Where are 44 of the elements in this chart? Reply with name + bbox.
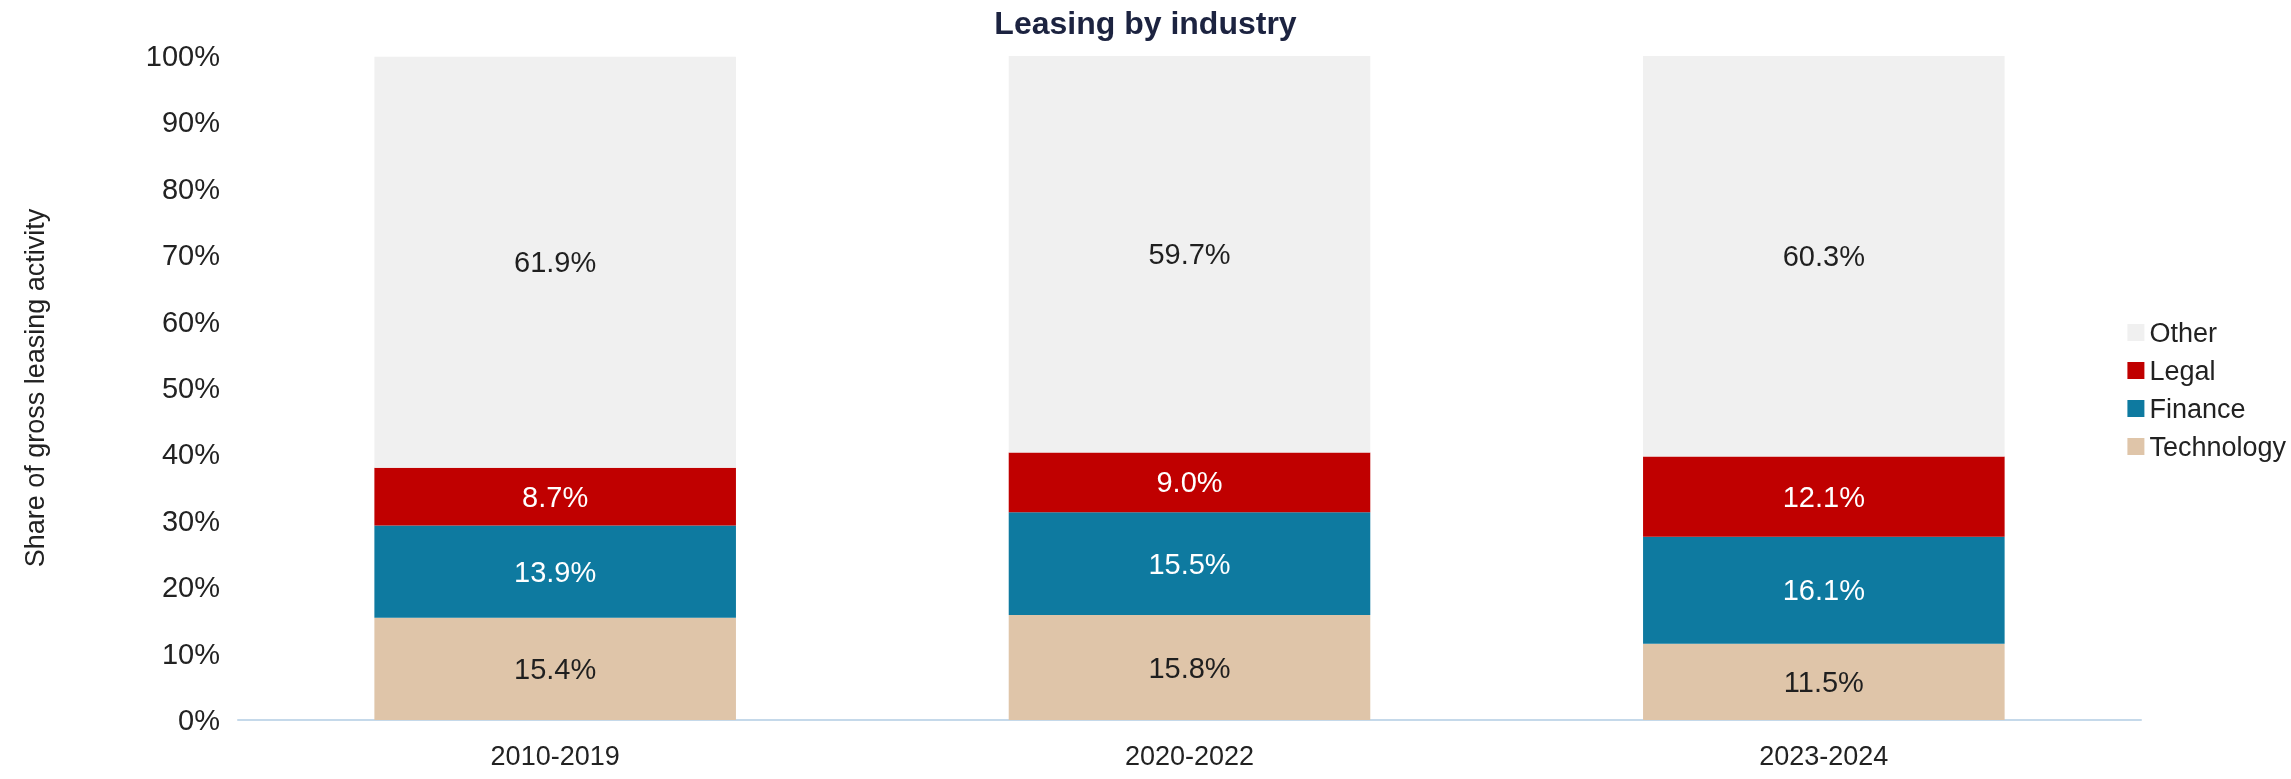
data-label: 13.9% xyxy=(514,555,597,588)
x-tick-label: 2010-2019 xyxy=(490,740,620,771)
bar xyxy=(1643,643,2005,720)
y-tick-label: 100% xyxy=(145,40,220,72)
data-label: 12.1% xyxy=(1782,480,1865,513)
x-tick-label: 2023-2024 xyxy=(1759,740,1889,771)
legend-label: Other xyxy=(2149,317,2217,348)
y-tick-label: 90% xyxy=(161,106,220,139)
data-label: 8.7% xyxy=(522,480,589,513)
legend-label: Finance xyxy=(2149,393,2246,424)
y-tick-label: 20% xyxy=(161,571,220,604)
chart-title: Leasing by industry xyxy=(994,5,1297,41)
data-label: 15.8% xyxy=(1148,651,1231,684)
data-label: 59.7% xyxy=(1148,238,1231,271)
bar xyxy=(374,467,736,526)
bar xyxy=(1008,512,1371,616)
bar xyxy=(1008,56,1371,453)
data-label: 9.0% xyxy=(1156,466,1223,499)
legend-label: Legal xyxy=(2149,355,2216,386)
bar xyxy=(374,617,736,720)
data-label: 15.4% xyxy=(514,652,597,685)
x-tick-label: 2020-2022 xyxy=(1124,740,1255,771)
bar xyxy=(1643,456,2005,537)
y-tick-label: 0% xyxy=(178,704,220,736)
y-tick-label: 70% xyxy=(161,239,220,272)
y-tick-label: 50% xyxy=(161,372,220,404)
bar xyxy=(1643,56,2005,457)
bar xyxy=(1008,452,1371,513)
y-tick-label: 30% xyxy=(161,504,220,537)
y-axis-title: Share of gross leasing activity xyxy=(19,208,50,568)
legend-label: Technology xyxy=(2149,431,2287,462)
bar xyxy=(1008,615,1371,720)
data-label: 16.1% xyxy=(1782,574,1865,607)
data-label: 11.5% xyxy=(1783,665,1864,698)
data-label: 15.5% xyxy=(1148,547,1231,580)
y-tick-label: 40% xyxy=(161,438,220,471)
y-tick-label: 10% xyxy=(161,637,220,670)
y-tick-label: 60% xyxy=(161,305,220,338)
bar xyxy=(374,525,736,618)
y-tick-label: 80% xyxy=(161,172,220,205)
data-label: 61.9% xyxy=(514,246,597,279)
data-label: 60.3% xyxy=(1782,240,1865,273)
bar xyxy=(374,56,736,468)
bar xyxy=(1643,536,2005,644)
